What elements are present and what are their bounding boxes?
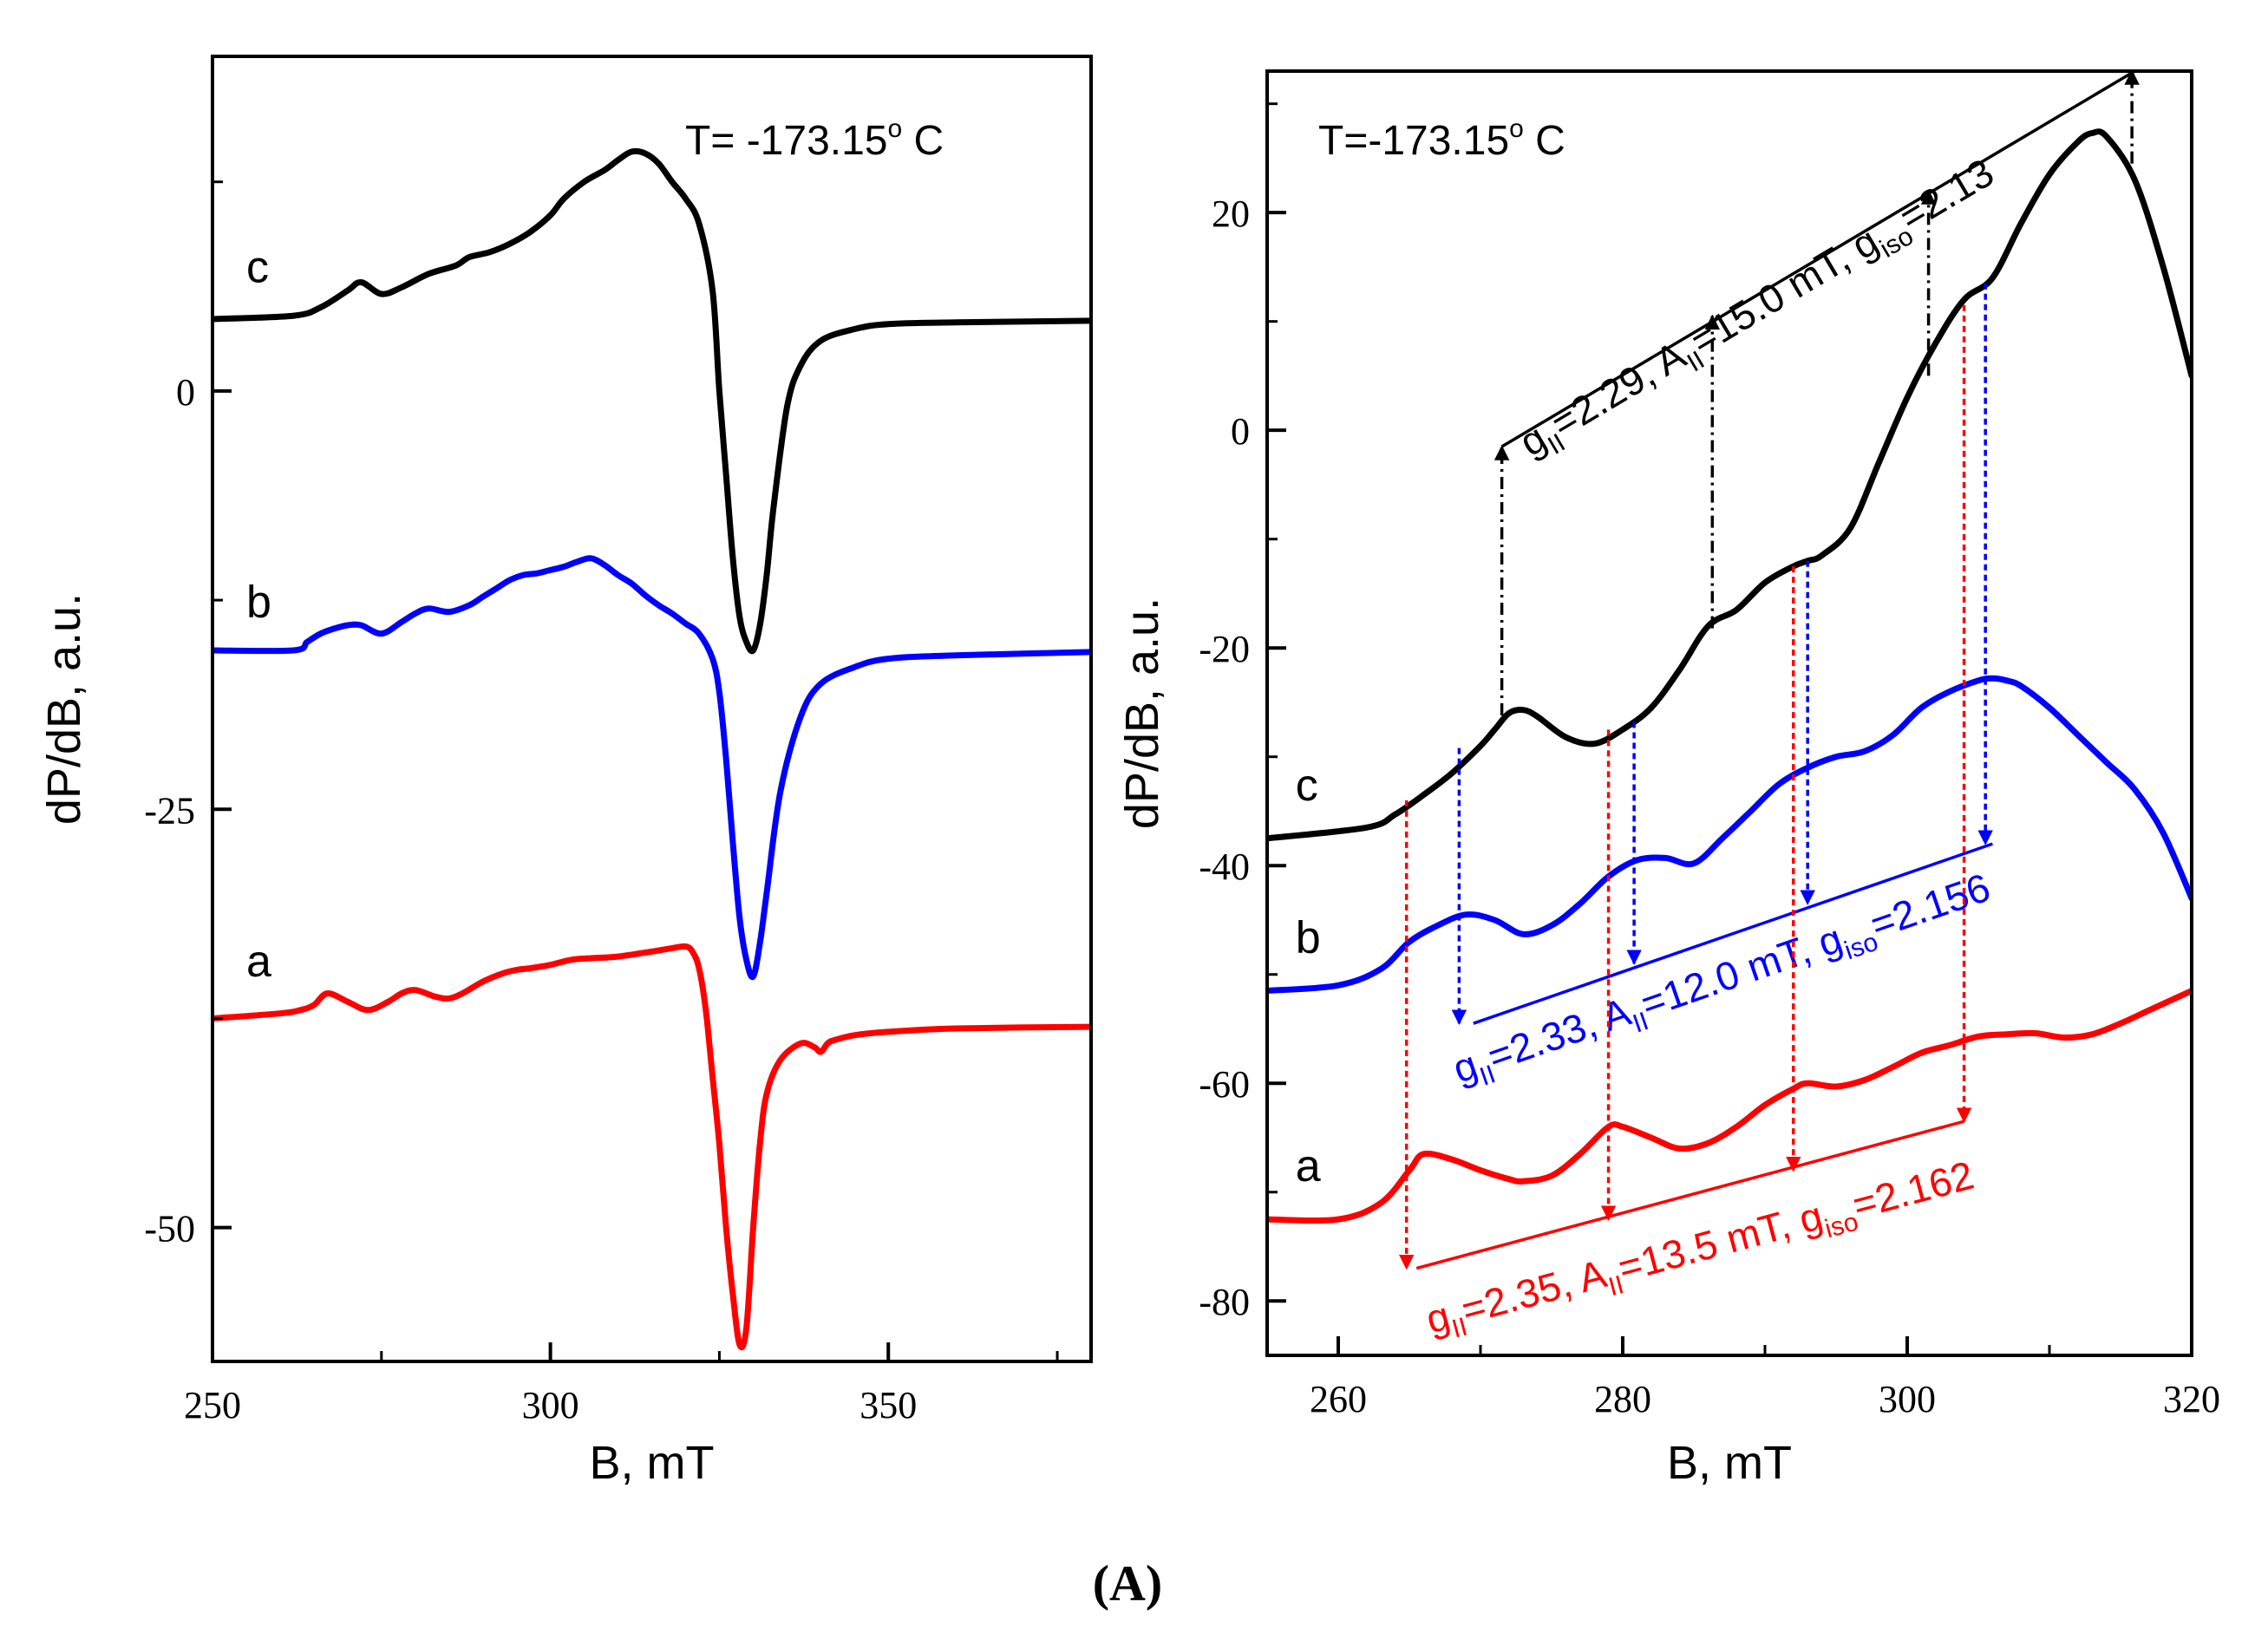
right-plot-frame [1265,69,2193,1357]
annotation-line [1500,69,2136,448]
annotation-line [1415,1120,1965,1270]
left-plot-area [212,147,1091,1351]
x-tick-label: 320 [2163,1378,2220,1420]
y-tick-label: -50 [144,1208,195,1250]
y-tick-label: 0 [176,371,195,414]
y-tick-label: 20 [1212,193,1250,235]
right-y-axis-label: dP/dB, a.u. [1116,597,1168,829]
right-temperature-label: T=-173.15o C [1318,114,1565,164]
left-chart-panel: 250 300 350 0 -25 -50 T= -173.15o C B, mT dP/… [38,55,1093,1489]
left-plot-frame [211,55,1093,1363]
curve-label-b: b [1296,913,1321,963]
right-x-axis-label: B, mT [1667,1437,1792,1489]
left-y-axis-label: dP/dB, a.u. [38,593,90,825]
x-tick-label: 300 [522,1384,579,1426]
curve-label-a: a [1296,1141,1321,1191]
x-tick-label: 250 [184,1384,241,1426]
annotation-text-1: gII=2.33, AII=12.0 mT, giso=2.156 [1448,865,1998,1099]
curve-label-a: a [246,937,271,987]
series-line-b [212,555,1091,981]
x-tick-label: 350 [859,1384,917,1426]
series-line-c [212,147,1091,655]
y-tick-label: -25 [144,789,195,832]
series-line-a [1267,988,2192,1224]
y-tick-label: 0 [1231,410,1250,453]
right-axis-ticks: 260 280 300 320 20 0 -20 -40 -60 -80 [1199,102,2220,1420]
x-tick-label: 300 [1879,1378,1936,1420]
left-axis-ticks: 250 300 350 0 -25 -50 [144,180,1059,1426]
curve-label-c: c [1296,760,1318,811]
curve-label-c: c [246,242,269,292]
y-tick-label: -20 [1199,628,1250,670]
annotation-text-2: gII=2.35, AII=13.5 mT, giso=2.162 [1422,1152,1981,1350]
left-temperature-label: T= -173.15o C [685,114,944,164]
series-line-c [1267,128,2192,842]
x-tick-label: 260 [1310,1378,1367,1420]
curve-label-b: b [246,577,271,627]
figure-label: (A) [1093,1555,1163,1611]
series-line-a [212,943,1091,1351]
annotation-text-0: gII=2.29, AII=15.0 mT, giso=2.13 [1512,149,2005,472]
y-tick-label: -40 [1199,845,1250,888]
y-tick-label: -80 [1199,1281,1250,1323]
y-tick-label: -60 [1199,1063,1250,1106]
x-tick-label: 280 [1594,1378,1651,1420]
right-chart-panel: gII=2.29, AII=15.0 mT, giso=2.13 gII=2.33… [1116,69,2220,1489]
right-plot-area [1267,128,2192,1224]
annotation-line [1473,842,1993,1025]
left-x-axis-label: B, mT [590,1437,715,1489]
series-line-b [1267,675,2192,994]
